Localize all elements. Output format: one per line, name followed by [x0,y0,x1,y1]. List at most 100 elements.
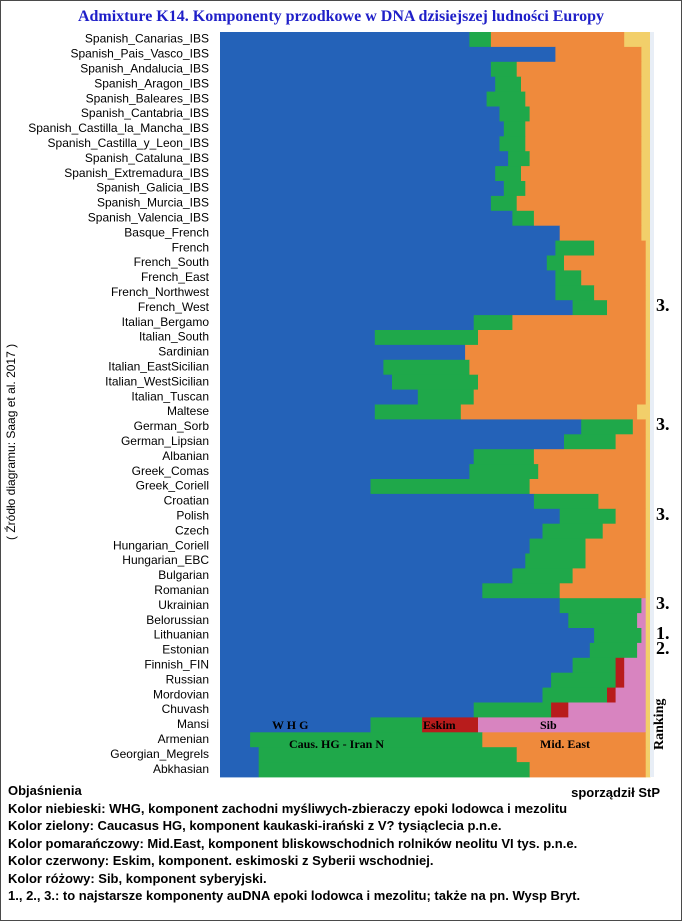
bar-segment-other [645,374,651,390]
bar-segment-whg [220,642,591,659]
bar-segment-other [645,747,651,763]
legend: Objaśnienia Kolor niebieski: WHG, kompon… [8,782,676,905]
legend-line-ranking: 1., 2., 3.: to najstarsze komponenty auD… [8,888,581,903]
row-label: Greek_Comas [132,464,209,478]
bar-segment-whg [220,762,260,778]
bar-segment-other [645,613,651,629]
bar-segment-other [624,32,651,48]
bar-segment-whg [220,166,496,182]
bar-segment-other [645,523,651,539]
bar-segment-other [641,195,651,212]
bar-segment-caus [559,508,616,525]
chart-edge-stripe [650,32,654,777]
bar-segment-caus [581,419,634,435]
bar-segment-mideast [521,166,642,182]
bar-segment-whg [220,628,595,644]
bar-segment-caus [551,672,616,688]
bar-segment-caus [503,121,526,137]
bar-segment-caus [555,270,582,286]
bar-segment-whg [220,32,470,48]
bar-segment-mideast [585,553,647,569]
row-label: Russian [166,672,209,686]
bar-segment-mideast [594,285,647,301]
bar-segment-other [645,538,651,554]
bar-segment-caus [542,687,608,703]
row-label: Spanish_Canarias_IBS [85,32,209,46]
bar-segment-mideast [525,181,642,197]
row-label: Spanish_Galicia_IBS [96,181,209,195]
bar-segment-whg [220,270,556,286]
bar-segment-mideast [632,419,647,435]
bar-segment-other [645,344,651,361]
bar-segment-caus [370,479,530,495]
bar-segment-caus [490,61,518,78]
source-note: ( Źródło diagramu: Saag et al. 2017 ) [4,343,18,540]
bar-segment-other [641,210,651,227]
bar-segment-sib [478,717,647,733]
bar-segment-mideast [572,568,647,584]
ranking-marker: 3. [656,593,670,614]
bar-segment-other [645,359,651,376]
bar-segment-whg [220,657,573,674]
bar-segment-sib [641,628,647,644]
bar-segment-mideast [529,762,647,778]
bar-segment-caus [542,523,604,539]
bar-segment-other [645,732,651,748]
bar-segment-mideast [469,359,647,376]
bar-segment-other [645,493,651,510]
bar-segment-other [641,181,651,197]
row-label: Spanish_Murcia_IBS [97,196,209,210]
bar-segment-whg [220,538,530,554]
bar-segment-other [645,598,651,614]
bar-segment-whg [220,583,483,599]
bar-segment-whg [220,181,505,197]
bar-segment-whg [220,359,384,376]
bar-segment-other [641,225,651,241]
bar-segment-mideast [615,508,647,525]
bar-segment-caus [392,374,479,390]
bar-segment-caus [490,195,518,212]
row-label: Czech [175,523,209,537]
bar-segment-caus [486,91,526,107]
bar-segment-mideast [465,344,647,361]
bar-segment-other [645,687,651,703]
bar-segment-caus [374,404,462,420]
row-label: Spanish_Andalucia_IBS [80,62,209,76]
row-label: Spanish_Extremadura_IBS [64,166,209,180]
bar-segment-whg [220,255,548,271]
ranking-label: Ranking [652,698,667,750]
row-label: Romanian [154,583,209,597]
author-credit: sporządził StP [571,785,660,800]
bar-segment-whg [220,672,552,688]
bar-segment-caus [417,389,475,405]
row-label: Estonian [162,643,209,657]
row-label: Greek_Coriell [136,479,209,493]
bar-segment-mideast [602,523,647,539]
bar-segment-caus [258,747,518,763]
row-label: Italian_Bergamo [122,315,210,329]
row-label: Spanish_Cataluna_IBS [85,151,209,165]
bar-segment-caus [533,493,599,510]
bar-segment-caus [589,642,638,659]
bar-segment-other [645,315,651,331]
bar-segment-whg [220,747,260,763]
row-label: Mordovian [153,687,209,701]
bar-segment-whg [220,419,582,435]
bar-segment-other [645,240,651,256]
bar-segment-whg [220,285,556,301]
bar-segment-mideast [538,464,647,480]
bar-segment-other [637,404,651,420]
chart-title: Admixture K14. Komponenty przodkowe w DN… [77,8,605,25]
bar-segment-mideast [478,330,647,346]
bar-segment-caus [469,464,539,480]
row-label: Spanish_Aragon_IBS [94,76,209,90]
bar-segment-other [645,672,651,688]
bar-segment-other [645,553,651,569]
bar-segment-other [645,583,651,599]
bar-segment-whg [220,553,526,569]
bar-segment-whg [220,151,509,167]
bar-segment-mideast [607,300,647,316]
bar-segment-mideast [555,46,642,63]
bar-segment-caus [495,166,522,182]
bar-segment-sib [615,687,647,703]
